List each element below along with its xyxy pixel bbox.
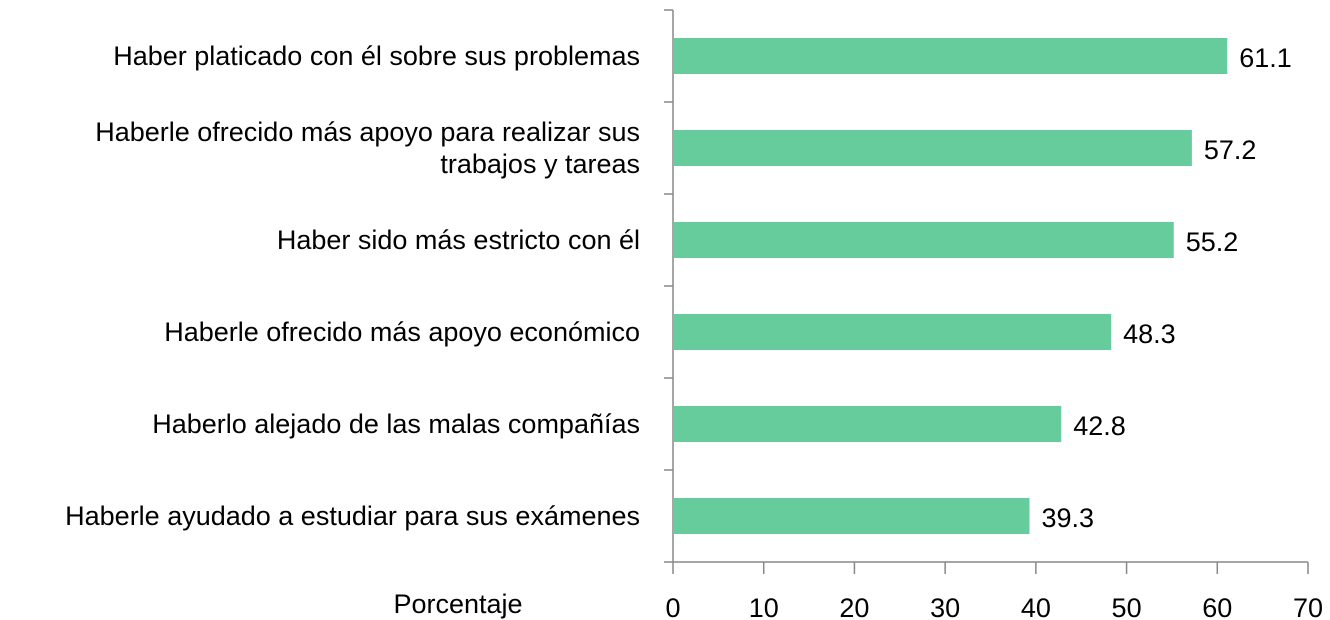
x-tick-label: 40 (1021, 593, 1051, 620)
data-label: 42.8 (1073, 411, 1126, 441)
y-tick-label: Haberle ofrecido más apoyo para realizar… (95, 116, 640, 179)
data-label: 57.2 (1204, 135, 1257, 165)
y-tick-label: Haberle ayudado a estudiar para sus exám… (65, 500, 640, 531)
x-tick-label: 50 (1112, 593, 1142, 620)
data-label: 39.3 (1042, 503, 1095, 533)
data-label: 61.1 (1239, 43, 1292, 73)
y-tick-label: Haberlo alejado de las malas compañías (152, 408, 640, 439)
x-tick-label: 20 (839, 593, 869, 620)
y-tick-label: Haberle ofrecido más apoyo económico (164, 316, 640, 347)
x-tick-label: 70 (1293, 593, 1323, 620)
x-tick-label: 0 (665, 593, 680, 620)
bar (673, 130, 1192, 166)
bar (673, 222, 1174, 258)
y-tick-label: Haber sido más estricto con él (276, 224, 640, 255)
data-label: 48.3 (1123, 319, 1176, 349)
bar (673, 314, 1112, 350)
x-tick-label: 30 (930, 593, 960, 620)
x-tick-label: 10 (749, 593, 779, 620)
x-axis-label: Porcentaje (393, 589, 522, 619)
x-tick-label: 60 (1202, 593, 1232, 620)
bar (673, 38, 1228, 74)
bar (673, 406, 1062, 442)
y-tick-label: Haber platicado con él sobre sus problem… (113, 40, 640, 71)
data-label: 55.2 (1186, 227, 1239, 257)
bar (673, 498, 1030, 534)
